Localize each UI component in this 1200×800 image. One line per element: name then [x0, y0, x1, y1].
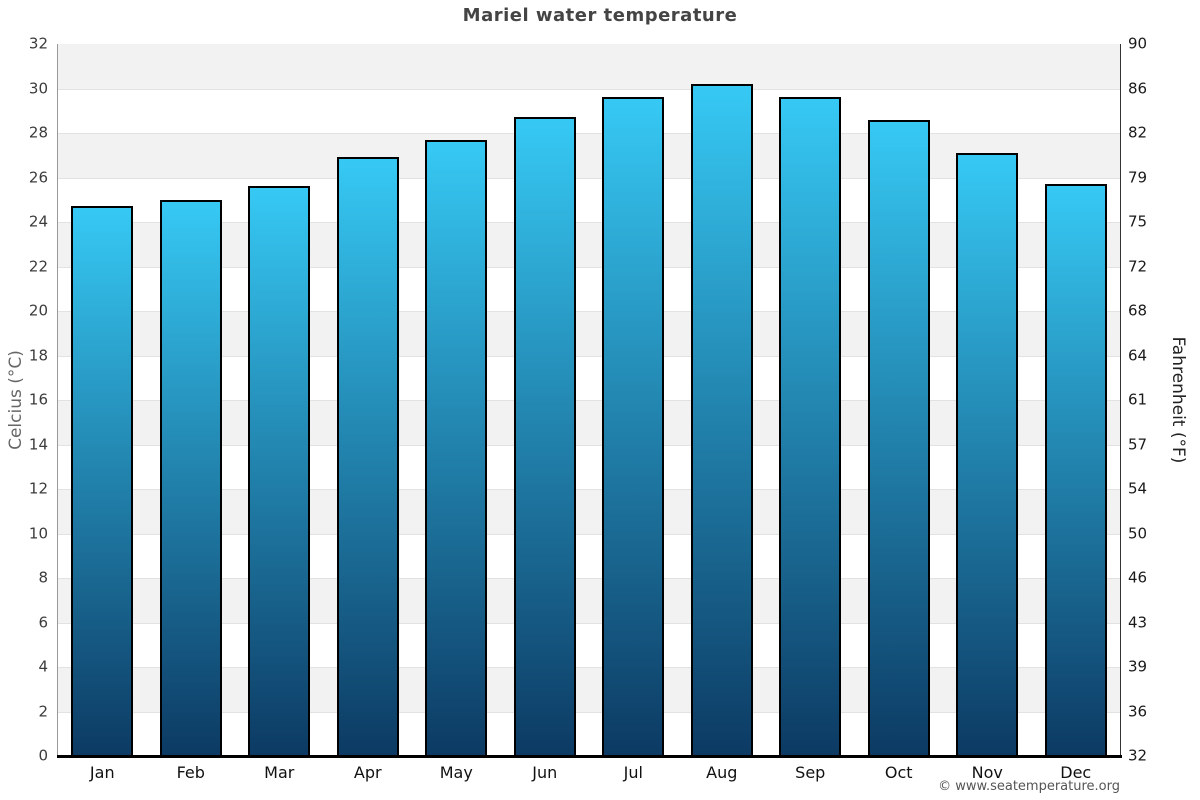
y-tick-fahrenheit-68: 68 — [1128, 301, 1148, 320]
gridline — [58, 489, 1120, 490]
plot-band — [58, 88, 1120, 133]
y-tick-fahrenheit-72: 72 — [1128, 257, 1148, 275]
plot-band — [58, 489, 1120, 534]
plot-band — [58, 400, 1120, 445]
y-tick-fahrenheit-39: 39 — [1128, 657, 1148, 676]
y-tick-fahrenheit-50: 50 — [1128, 524, 1148, 542]
y-tick-celsius-24: 24 — [28, 212, 48, 231]
plot-band — [58, 533, 1120, 578]
bar-nov — [956, 153, 1019, 756]
y-tick-fahrenheit-43: 43 — [1128, 613, 1148, 631]
bar-dec — [1044, 184, 1107, 756]
x-tick-may: May — [439, 763, 473, 782]
gridline — [58, 133, 1120, 134]
y-tick-celsius-12: 12 — [28, 479, 48, 498]
plot-band — [58, 444, 1120, 489]
gridline — [58, 355, 1120, 357]
y-axis-right-line — [1120, 44, 1121, 756]
y-tick-fahrenheit-82: 82 — [1128, 123, 1148, 142]
y-tick-fahrenheit-75: 75 — [1128, 212, 1148, 231]
gridline — [58, 667, 1120, 668]
y-tick-fahrenheit-54: 54 — [1128, 479, 1148, 498]
bar-may — [425, 139, 488, 756]
bar-apr — [336, 157, 399, 756]
y-axis-label-celsius: Celcius (°C) — [6, 350, 26, 450]
x-tick-sep: Sep — [795, 763, 826, 782]
y-tick-celsius-32: 32 — [28, 34, 48, 53]
plot-band — [58, 355, 1120, 400]
plot-band — [58, 622, 1120, 667]
bar-jan — [71, 206, 134, 756]
y-tick-fahrenheit-61: 61 — [1128, 390, 1148, 409]
y-tick-celsius-20: 20 — [28, 301, 48, 320]
bar-feb — [159, 199, 222, 756]
x-tick-jan: Jan — [89, 763, 115, 782]
chart-title: Mariel water temperature — [462, 5, 738, 26]
gridline — [58, 711, 1120, 713]
gridline — [58, 578, 1120, 579]
x-tick-aug: Aug — [706, 763, 738, 782]
bar-jul — [602, 97, 665, 756]
y-tick-celsius-28: 28 — [28, 123, 48, 142]
gridline — [58, 266, 1120, 268]
y-tick-celsius-4: 4 — [38, 657, 48, 676]
y-tick-celsius-30: 30 — [28, 79, 48, 97]
y-tick-celsius-10: 10 — [28, 524, 48, 542]
y-tick-celsius-16: 16 — [28, 390, 48, 409]
y-tick-celsius-6: 6 — [38, 613, 48, 631]
plot-band — [58, 222, 1120, 267]
y-axis-label-fahrenheit: Fahrenheit (°F) — [1168, 336, 1188, 464]
plot-area — [58, 44, 1120, 756]
y-tick-fahrenheit-90: 90 — [1128, 34, 1148, 53]
plot-band — [58, 311, 1120, 356]
gridline — [58, 311, 1120, 312]
x-axis-line — [57, 755, 1122, 758]
x-tick-oct: Oct — [884, 763, 913, 782]
plot-band — [58, 177, 1120, 222]
y-tick-celsius-2: 2 — [38, 702, 48, 720]
gridline — [58, 533, 1120, 535]
y-tick-celsius-22: 22 — [28, 257, 48, 275]
copyright-text: © www.seatemperature.org — [938, 779, 1120, 794]
gridline — [58, 622, 1120, 624]
plot-band — [58, 266, 1120, 311]
bar-aug — [690, 84, 753, 756]
y-tick-fahrenheit-57: 57 — [1128, 435, 1148, 453]
y-tick-celsius-14: 14 — [28, 435, 48, 453]
y-tick-fahrenheit-32: 32 — [1128, 746, 1148, 765]
gridline — [58, 222, 1120, 223]
x-tick-apr: Apr — [353, 763, 382, 782]
y-tick-celsius-8: 8 — [38, 568, 48, 587]
gridline — [58, 88, 1120, 90]
y-tick-fahrenheit-79: 79 — [1128, 168, 1148, 186]
gridline — [58, 177, 1120, 179]
y-tick-celsius-26: 26 — [28, 168, 48, 186]
gridline — [58, 400, 1120, 401]
plot-band — [58, 578, 1120, 623]
plot-band — [58, 133, 1120, 178]
bar-mar — [248, 186, 311, 756]
y-tick-fahrenheit-86: 86 — [1128, 79, 1148, 97]
plot-band — [58, 711, 1120, 756]
x-tick-nov: Nov — [971, 763, 1003, 782]
bar-oct — [867, 119, 930, 756]
plot-band — [58, 667, 1120, 712]
x-tick-dec: Dec — [1060, 763, 1092, 782]
bar-sep — [779, 97, 842, 756]
plot-band — [58, 44, 1120, 89]
y-tick-fahrenheit-46: 46 — [1128, 568, 1148, 587]
x-tick-jun: Jun — [532, 763, 558, 782]
gridline — [58, 444, 1120, 446]
x-tick-jul: Jul — [623, 763, 643, 782]
bar-jun — [513, 117, 576, 756]
x-tick-mar: Mar — [264, 763, 295, 782]
y-tick-fahrenheit-36: 36 — [1128, 702, 1148, 720]
y-tick-celsius-18: 18 — [28, 346, 48, 364]
x-tick-feb: Feb — [176, 763, 205, 782]
y-axis-left-line — [57, 44, 58, 756]
y-tick-celsius-0: 0 — [38, 746, 48, 765]
y-tick-fahrenheit-64: 64 — [1128, 346, 1148, 364]
